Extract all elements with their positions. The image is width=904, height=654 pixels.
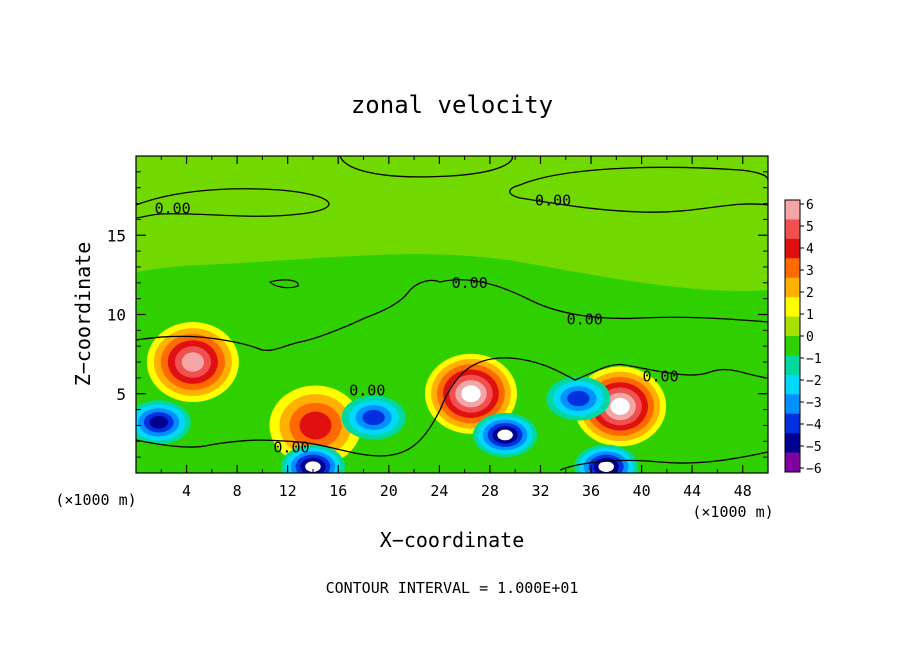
contour-label-6: 0.00 — [273, 439, 309, 457]
contour-label-3: 0.00 — [567, 310, 603, 328]
zero-contour-top — [339, 156, 513, 178]
colorbar-tick-label-6: 0 — [806, 330, 814, 345]
feature-level — [149, 415, 168, 429]
x-tick-label-7: 32 — [531, 482, 549, 500]
colorbar-swatch-0 — [785, 200, 800, 220]
y-axis: 5 10 15 — [107, 171, 768, 458]
colorbar-swatch-11 — [785, 413, 800, 434]
colorbar-swatch-10 — [785, 394, 800, 415]
feature-level — [610, 398, 630, 415]
colorbar-swatch-9 — [785, 374, 800, 395]
colorbar-tick-label-9: −3 — [806, 396, 822, 411]
feature-level — [305, 461, 321, 472]
contour-label-0: 0.00 — [155, 199, 191, 217]
colorbar-tick-label-7: −1 — [806, 352, 822, 367]
contour-label-1: 0.00 — [535, 191, 571, 209]
zero-contour-low — [136, 357, 768, 457]
colorbar-tick-label-12: −6 — [806, 462, 822, 477]
contours-layer — [136, 156, 768, 471]
colorbar-swatch-13 — [785, 452, 800, 473]
colorbar-swatch-8 — [785, 355, 800, 376]
feature-level — [567, 390, 590, 407]
y-tick-label-0: 5 — [116, 385, 126, 404]
contour-label-5: 0.00 — [349, 382, 385, 400]
zero-contour-mid — [136, 279, 768, 352]
feature-level — [299, 411, 332, 440]
colorbar-swatch-2 — [785, 238, 800, 259]
feature-negative-7 — [546, 376, 611, 421]
chart-title: zonal velocity — [351, 91, 553, 119]
x-tick-label-11: 48 — [734, 482, 752, 500]
contour-labels-layer: 0.00 0.00 0.00 0.00 0.00 0.00 0.00 — [155, 191, 679, 456]
colorbar-tick-label-4: 2 — [806, 286, 814, 301]
zero-contour-upper-right — [509, 166, 768, 213]
features-layer — [136, 322, 667, 473]
x-tick-label-5: 24 — [430, 482, 448, 500]
colorbar-tick-label-5: 1 — [806, 308, 814, 323]
x-unit-left: (×1000 m) — [55, 491, 136, 509]
feature-level — [362, 409, 385, 426]
upper-tint — [136, 156, 768, 291]
x-axis: 4 8 12 16 20 24 28 32 36 40 44 48 — [160, 156, 752, 500]
feature-negative-8 — [280, 444, 345, 473]
feature-negative-6 — [473, 412, 538, 457]
colorbar: 6 5 4 3 2 1 0 −1 −2 −3 −4 −5 −6 — [784, 198, 822, 477]
colorbar-tick-label-2: 4 — [806, 242, 814, 257]
feature-negative-5 — [341, 395, 406, 440]
colorbar-swatch-3 — [785, 258, 800, 279]
x-tick-label-9: 40 — [633, 482, 651, 500]
colorbar-tick-label-10: −4 — [806, 418, 822, 433]
x-tick-label-6: 28 — [481, 482, 499, 500]
feature-negative-4 — [136, 400, 191, 445]
colorbar-tick-label-1: 5 — [806, 220, 814, 235]
x-tick-label-0: 4 — [182, 482, 191, 500]
feature-positive-2 — [424, 353, 517, 434]
colorbar-swatch-1 — [785, 219, 800, 240]
x-tick-label-3: 16 — [329, 482, 347, 500]
y-tick-label-1: 10 — [107, 306, 126, 325]
feature-negative-9 — [574, 444, 639, 473]
colorbar-tick-label-3: 3 — [806, 264, 814, 279]
colorbar-swatch-6 — [785, 316, 800, 337]
contour-label-4: 0.00 — [642, 367, 678, 385]
colorbar-tick-label-8: −2 — [806, 374, 822, 389]
colorbar-swatch-5 — [785, 297, 800, 318]
colorbar-swatch-7 — [785, 336, 800, 356]
zero-contour-bottom — [559, 451, 768, 471]
colorbar-tick-label-0: 6 — [806, 198, 814, 213]
x-tick-label-1: 8 — [233, 482, 242, 500]
x-unit-right: (×1000 m) — [692, 503, 773, 521]
colorbar-tick-label-11: −5 — [806, 440, 822, 455]
x-tick-label-10: 44 — [683, 482, 701, 500]
zero-contour-small-loop — [268, 279, 299, 289]
zero-contour-upper-left — [136, 188, 330, 219]
plot-area: 0.00 0.00 0.00 0.00 0.00 0.00 0.00 — [136, 156, 768, 473]
y-tick-label-2: 15 — [107, 226, 126, 245]
x-tick-label-2: 12 — [279, 482, 297, 500]
feature-positive-0 — [146, 322, 239, 403]
x-tick-label-4: 20 — [380, 482, 398, 500]
feature-positive-1 — [269, 385, 362, 466]
x-axis-label: X−coordinate — [380, 528, 525, 552]
contour-interval-footer: CONTOUR INTERVAL = 1.000E+01 — [326, 579, 579, 597]
y-axis-label: Z−coordinate — [71, 242, 95, 387]
feature-level — [181, 352, 205, 372]
x-tick-label-8: 36 — [582, 482, 600, 500]
colorbar-swatch-4 — [785, 277, 800, 298]
feature-level — [497, 429, 513, 441]
feature-level — [461, 385, 481, 403]
feature-level — [598, 461, 614, 472]
colorbar-swatch-12 — [785, 433, 800, 454]
contour-label-2: 0.00 — [452, 274, 488, 292]
